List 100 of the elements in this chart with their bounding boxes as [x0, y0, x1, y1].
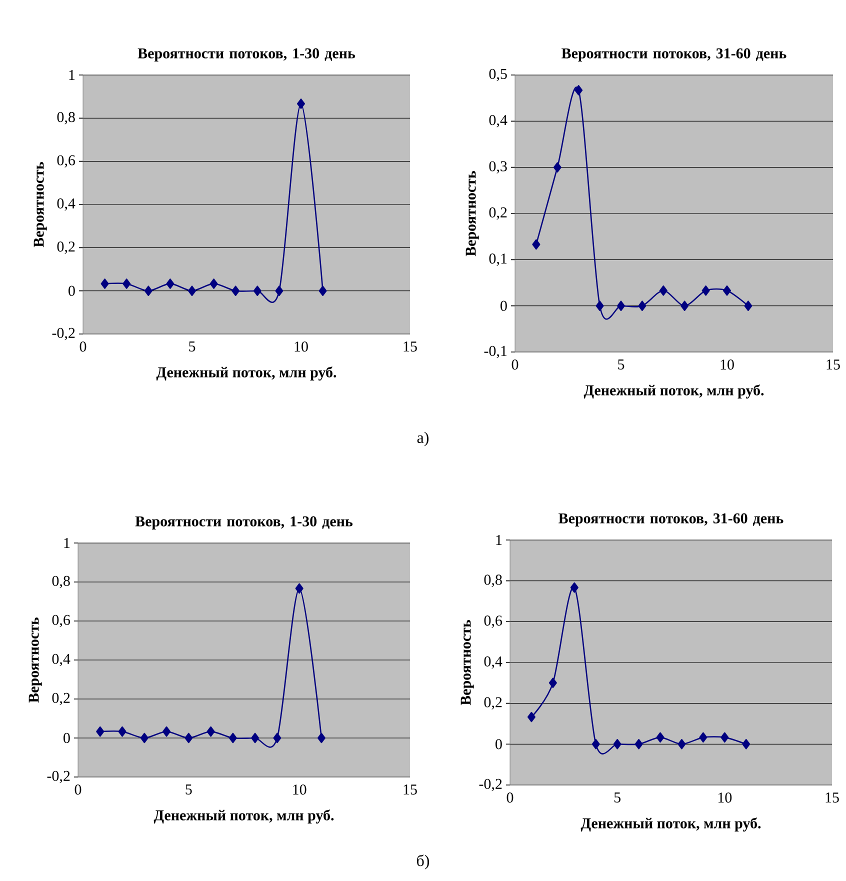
- point: [184, 732, 193, 744]
- point: [548, 678, 557, 688]
- point: [295, 583, 304, 594]
- y-tick-label: -0,2: [47, 770, 70, 784]
- y-tick-label: 0,5: [489, 68, 507, 82]
- x-tick-label: 10: [294, 342, 308, 352]
- point: [188, 286, 196, 296]
- point: [527, 712, 536, 722]
- y-tick-label: 0,3: [489, 161, 507, 174]
- point: [318, 286, 327, 296]
- point: [596, 300, 604, 311]
- point: [570, 582, 578, 593]
- point: [699, 732, 708, 743]
- y-tick-label: 0,6: [484, 616, 502, 628]
- y-tick-label: -0,2: [479, 778, 502, 792]
- text: б): [417, 854, 430, 870]
- point: [638, 300, 646, 311]
- y-axis-title: Вероятность: [466, 170, 479, 256]
- x-tick-label: 5: [618, 360, 624, 370]
- point: [678, 739, 686, 750]
- y-tick-label: 1: [69, 70, 75, 80]
- y-tick-label: 0,2: [52, 692, 70, 706]
- y-axis-title: Вероятность: [460, 620, 474, 706]
- x-tick-label: 15: [826, 360, 840, 370]
- x-tick-label: 15: [826, 792, 839, 803]
- y-tick-label: 0,6: [52, 614, 70, 628]
- text: а): [417, 432, 429, 446]
- point: [722, 285, 732, 296]
- point: [275, 286, 284, 296]
- point: [656, 732, 664, 743]
- point: [616, 300, 626, 311]
- x-axis-title: Денежный поток, млн руб.: [154, 810, 334, 824]
- y-tick-label: 0,4: [489, 115, 508, 128]
- point: [553, 162, 562, 172]
- x-axis-title: Денежный поток, млн руб.: [584, 384, 764, 398]
- y-tick-label: 0: [64, 732, 70, 744]
- x-tick-label: 15: [404, 784, 417, 795]
- chart-title: Вероятности потоков, 31-60 день: [558, 513, 784, 526]
- point: [251, 732, 260, 744]
- y-tick-label: 0,4: [484, 656, 502, 669]
- chart-title: Вероятности потоков, 1-30 день: [138, 48, 356, 62]
- point: [96, 726, 104, 737]
- point: [634, 739, 643, 750]
- y-tick-label: 1: [496, 535, 502, 545]
- x-tick-label: 10: [718, 792, 732, 803]
- point: [720, 732, 729, 743]
- y-tick-label: 0: [68, 286, 75, 296]
- y-tick-label: 0,8: [57, 112, 75, 124]
- y-tick-label: 0,4: [52, 654, 70, 666]
- point: [100, 278, 109, 289]
- x-tick-label: 0: [80, 342, 86, 352]
- x-tick-label: 5: [614, 792, 620, 802]
- point: [118, 726, 126, 737]
- point: [742, 739, 750, 750]
- point: [317, 732, 326, 744]
- y-axis-title: Вероятность: [34, 162, 47, 248]
- point: [613, 739, 622, 750]
- point: [592, 739, 600, 750]
- point: [574, 85, 583, 96]
- point: [228, 732, 237, 744]
- chart-title: Вероятности потоков, 1-30 день: [135, 516, 353, 530]
- y-tick-label: 0,2: [484, 697, 502, 710]
- x-axis-title: Денежный поток, млн руб.: [580, 818, 761, 832]
- point: [680, 300, 689, 311]
- x-tick-label: 15: [404, 342, 417, 352]
- point: [659, 285, 668, 296]
- point: [744, 300, 752, 311]
- point: [532, 239, 540, 250]
- y-tick-label: 0: [496, 739, 502, 750]
- y-tick-label: 0,4: [57, 198, 76, 211]
- x-axis-title: Денежный поток, млн руб.: [156, 366, 336, 380]
- point: [162, 726, 171, 737]
- x-tick-label: 5: [189, 342, 196, 352]
- y-tick-label: 0,2: [57, 242, 75, 254]
- y-tick-label: 0,6: [57, 155, 76, 168]
- point: [210, 278, 218, 289]
- x-tick-label: 5: [186, 784, 192, 794]
- point: [273, 732, 282, 744]
- x-tick-label: 10: [720, 360, 734, 370]
- point: [144, 286, 152, 296]
- x-tick-label: 10: [293, 784, 306, 795]
- y-tick-label: -0,1: [484, 346, 507, 358]
- y-tick-label: 0,2: [489, 207, 507, 220]
- point: [253, 286, 262, 296]
- y-tick-label: 0,1: [489, 254, 507, 266]
- point: [296, 98, 306, 109]
- point: [140, 732, 148, 744]
- point: [232, 286, 240, 296]
- chart-title: Вероятности потоков, 31-60 день: [562, 48, 786, 62]
- y-tick-label: 0,8: [52, 576, 70, 588]
- y-tick-label: 0: [500, 300, 507, 311]
- y-axis-title: Вероятность: [28, 617, 42, 703]
- y-tick-label: 0,8: [484, 574, 502, 587]
- point: [206, 726, 215, 737]
- y-tick-label: 1: [64, 538, 70, 548]
- y-tick-label: -0,2: [52, 328, 75, 340]
- point: [122, 278, 131, 289]
- point: [702, 285, 710, 296]
- point: [166, 278, 174, 289]
- x-tick-label: 0: [512, 360, 518, 370]
